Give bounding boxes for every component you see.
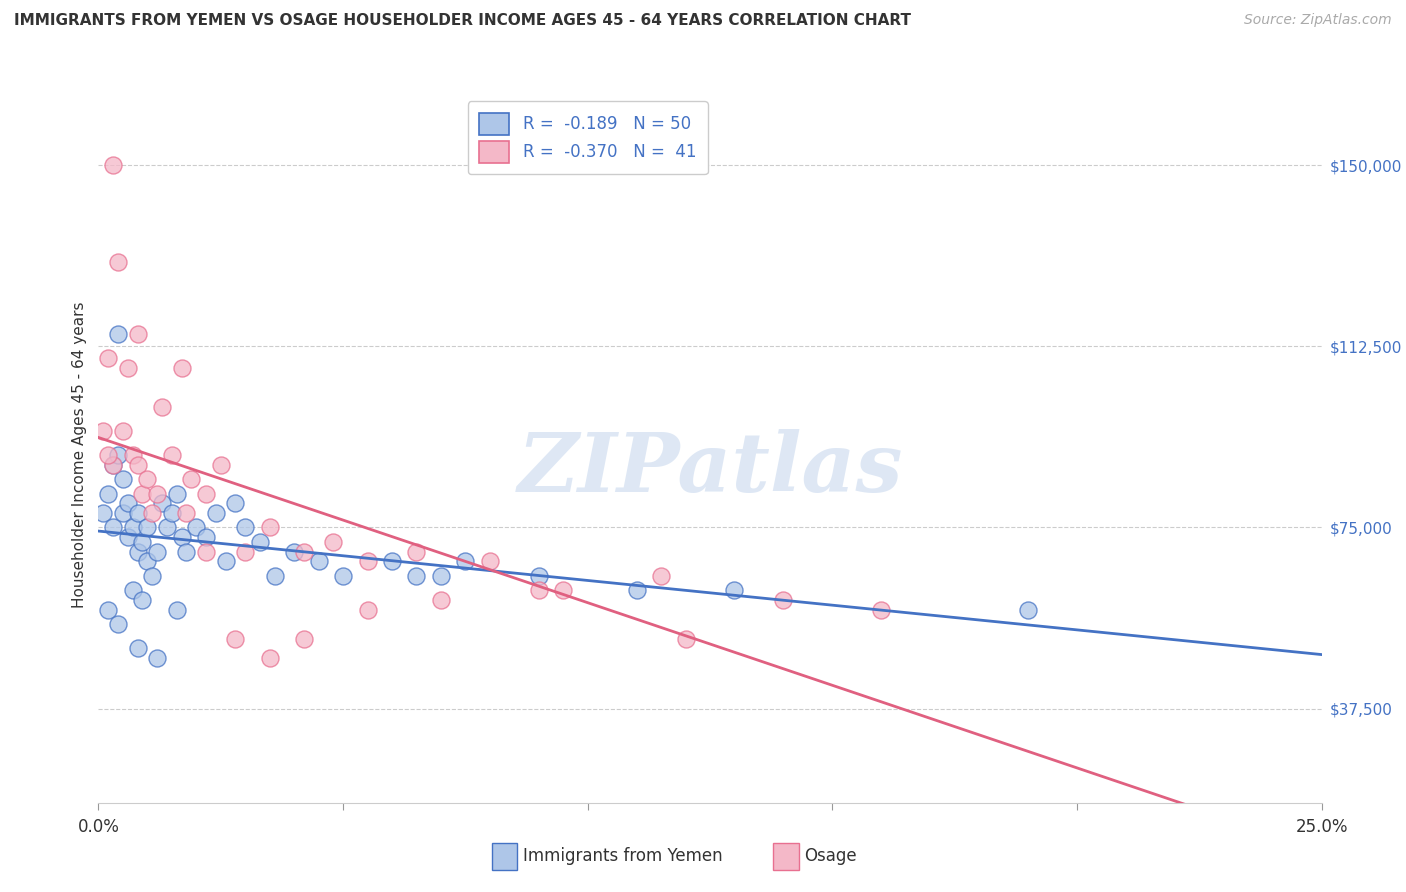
Point (117, 496, 139, 510)
Point (127, 458, 149, 472)
Point (127, 327, 149, 342)
Text: ZIPatlas: ZIPatlas (517, 429, 903, 508)
Point (478, 554, 501, 568)
Point (136, 520, 159, 534)
Point (111, 506, 134, 520)
Point (101, 158, 124, 172)
Point (166, 486, 188, 500)
Y-axis label: Householder Income Ages 45 - 64 years: Householder Income Ages 45 - 64 years (72, 301, 87, 608)
Point (454, 554, 477, 568)
Point (626, 583, 648, 598)
Point (166, 602, 188, 616)
Point (195, 486, 218, 500)
Point (308, 554, 330, 568)
Point (146, 651, 169, 665)
Point (91, 506, 114, 520)
Point (170, 530, 193, 544)
Text: IMMIGRANTS FROM YEMEN VS OSAGE HOUSEHOLDER INCOME AGES 45 - 64 YEARS CORRELATION: IMMIGRANTS FROM YEMEN VS OSAGE HOUSEHOLD… (14, 13, 911, 29)
Point (107, 617, 129, 632)
Point (527, 568, 550, 582)
Point (136, 472, 159, 486)
Point (723, 583, 745, 598)
Point (233, 544, 256, 558)
Point (405, 568, 427, 582)
Point (224, 632, 246, 646)
Point (97, 351, 120, 366)
Point (430, 592, 453, 607)
Point (111, 472, 134, 486)
Point (180, 472, 202, 486)
Point (381, 554, 404, 568)
Point (107, 448, 129, 462)
Point (283, 544, 305, 558)
Legend: R =  -0.189   N = 50, R =  -0.370   N =  41: R = -0.189 N = 50, R = -0.370 N = 41 (468, 102, 707, 174)
Point (430, 568, 453, 582)
Point (553, 583, 575, 598)
Point (176, 506, 198, 520)
Point (146, 486, 169, 500)
Point (101, 458, 124, 472)
Point (675, 632, 697, 646)
Point (263, 568, 285, 582)
Point (356, 602, 378, 616)
Point (160, 448, 183, 462)
Point (224, 496, 246, 510)
Point (141, 506, 163, 520)
Point (176, 544, 198, 558)
Point (117, 361, 139, 376)
Point (195, 530, 218, 544)
Point (233, 520, 256, 534)
Point (209, 458, 232, 472)
Point (150, 496, 173, 510)
Point (121, 448, 143, 462)
Point (405, 544, 427, 558)
Point (186, 520, 208, 534)
Point (214, 554, 236, 568)
Point (332, 568, 354, 582)
Point (259, 651, 281, 665)
Point (195, 544, 218, 558)
Point (292, 632, 315, 646)
Point (131, 486, 153, 500)
Point (292, 544, 315, 558)
Point (650, 568, 672, 582)
Text: Source: ZipAtlas.com: Source: ZipAtlas.com (1244, 13, 1392, 28)
Point (156, 520, 179, 534)
Point (111, 424, 134, 438)
Point (259, 520, 281, 534)
Point (1017, 602, 1039, 616)
Point (117, 530, 139, 544)
Point (136, 554, 159, 568)
Point (127, 641, 149, 656)
Point (170, 361, 193, 376)
Point (101, 520, 124, 534)
Point (356, 554, 378, 568)
Point (870, 602, 893, 616)
Point (107, 254, 129, 268)
Point (107, 327, 129, 342)
Point (527, 583, 550, 598)
Point (127, 506, 149, 520)
Point (121, 583, 143, 598)
Point (101, 458, 124, 472)
Point (131, 534, 153, 549)
Point (97, 448, 120, 462)
Point (91, 424, 114, 438)
Point (146, 544, 169, 558)
Point (141, 568, 163, 582)
Point (131, 592, 153, 607)
Point (127, 544, 149, 558)
Point (97, 486, 120, 500)
Point (160, 506, 183, 520)
Point (121, 520, 143, 534)
Point (249, 534, 271, 549)
Text: Osage: Osage (804, 847, 856, 865)
Point (205, 506, 228, 520)
Point (97, 602, 120, 616)
Point (150, 400, 173, 414)
Point (322, 534, 344, 549)
Point (772, 592, 794, 607)
Text: Immigrants from Yemen: Immigrants from Yemen (523, 847, 723, 865)
